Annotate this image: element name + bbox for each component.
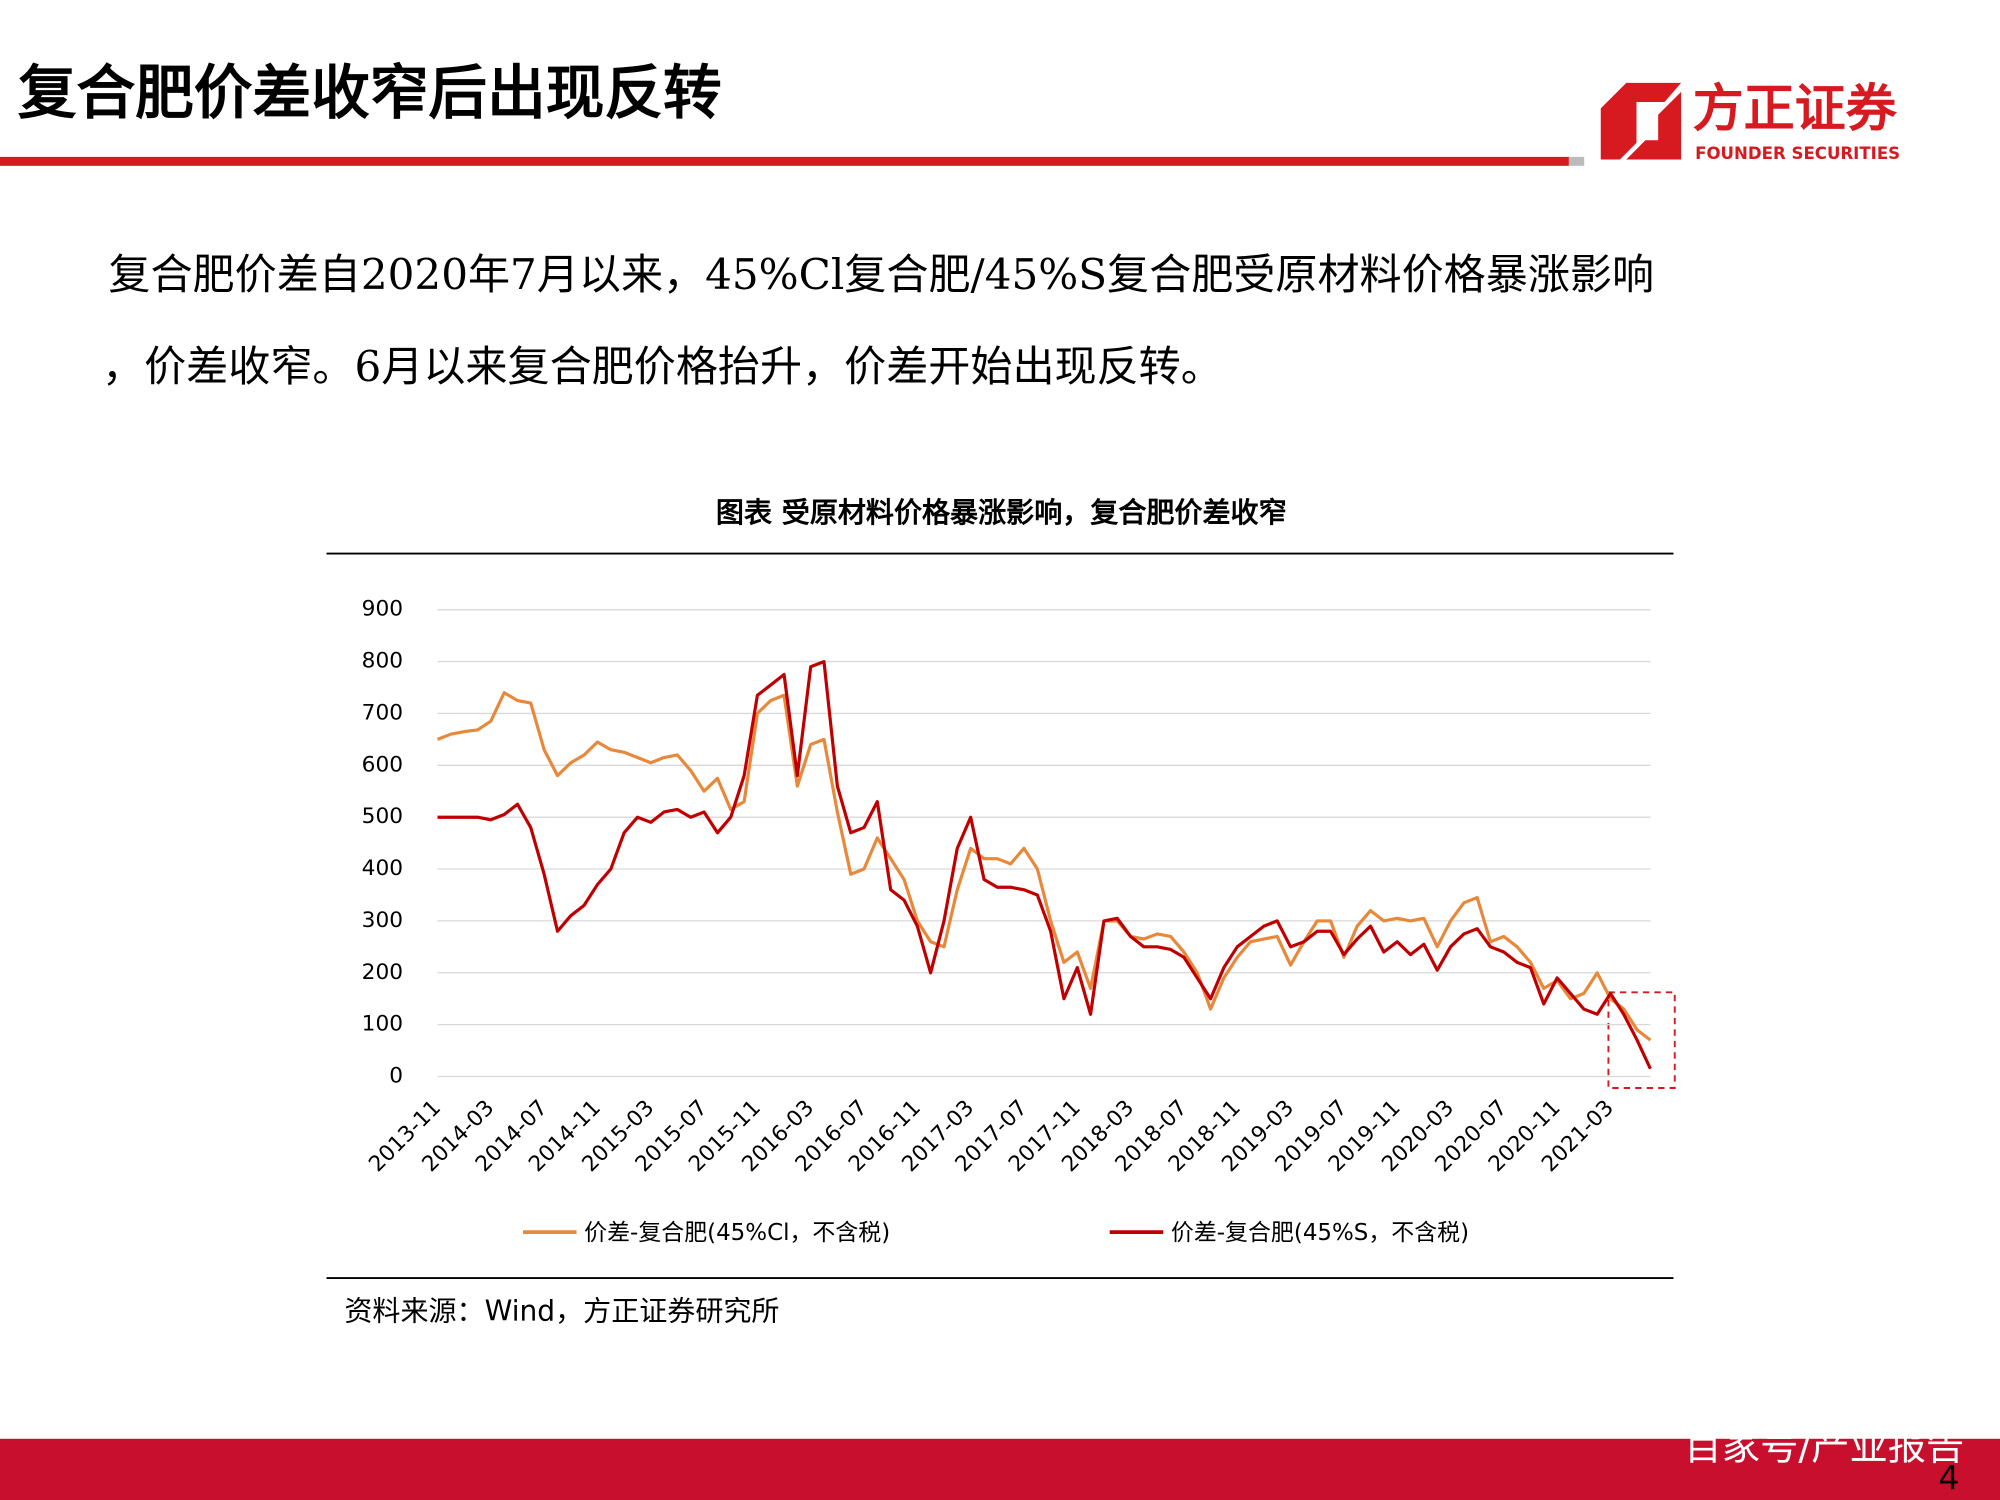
footer-band — [0, 1438, 2000, 1500]
y-tick-label: 200 — [362, 960, 403, 985]
y-tick-label: 800 — [362, 649, 403, 674]
slide-title: 复合肥价差收窄后出现反转 — [18, 59, 722, 127]
y-tick-label: 500 — [362, 804, 403, 829]
page-number: 4 — [1938, 1458, 1959, 1497]
logo-mark — [1626, 91, 1682, 160]
body-text: ，价差收窄。6月以来复合肥价格抬升，价差开始出现反转。 — [102, 342, 1223, 391]
logo-text: 方正证券 — [1693, 80, 1898, 139]
logo-subtext: FOUNDER SECURITIES — [1695, 144, 1900, 163]
series-line — [436, 691, 1652, 1042]
chart-title: 图表 受原材料价格暴涨影响，复合肥价差收窄 — [716, 496, 1287, 529]
source-note: 资料来源：Wind，方正证券研究所 — [344, 1295, 779, 1328]
body-text: 复合肥价差自2020年7月以来，45%Cl复合肥/45%S复合肥受原材料价格暴涨… — [108, 250, 1654, 299]
header-rule — [0, 156, 1569, 166]
y-tick-label: 900 — [362, 597, 403, 622]
logo-mark — [1600, 82, 1682, 160]
y-tick-label: 0 — [389, 1064, 403, 1089]
y-tick-label: 600 — [362, 752, 403, 777]
y-tick-label: 100 — [362, 1012, 403, 1037]
series-line — [437, 660, 1652, 1070]
legend-label: 价差-复合肥(45%S，不含税) — [1171, 1220, 1469, 1246]
y-tick-label: 400 — [362, 856, 403, 881]
legend-label: 价差-复合肥(45%Cl，不含税) — [584, 1220, 890, 1246]
watermark: 百家号/产业报告 — [1684, 1424, 1965, 1469]
y-tick-label: 700 — [362, 700, 403, 725]
header-rule-end — [1568, 156, 1585, 166]
y-tick-label: 300 — [362, 908, 403, 933]
highlight-box — [1607, 991, 1676, 1089]
